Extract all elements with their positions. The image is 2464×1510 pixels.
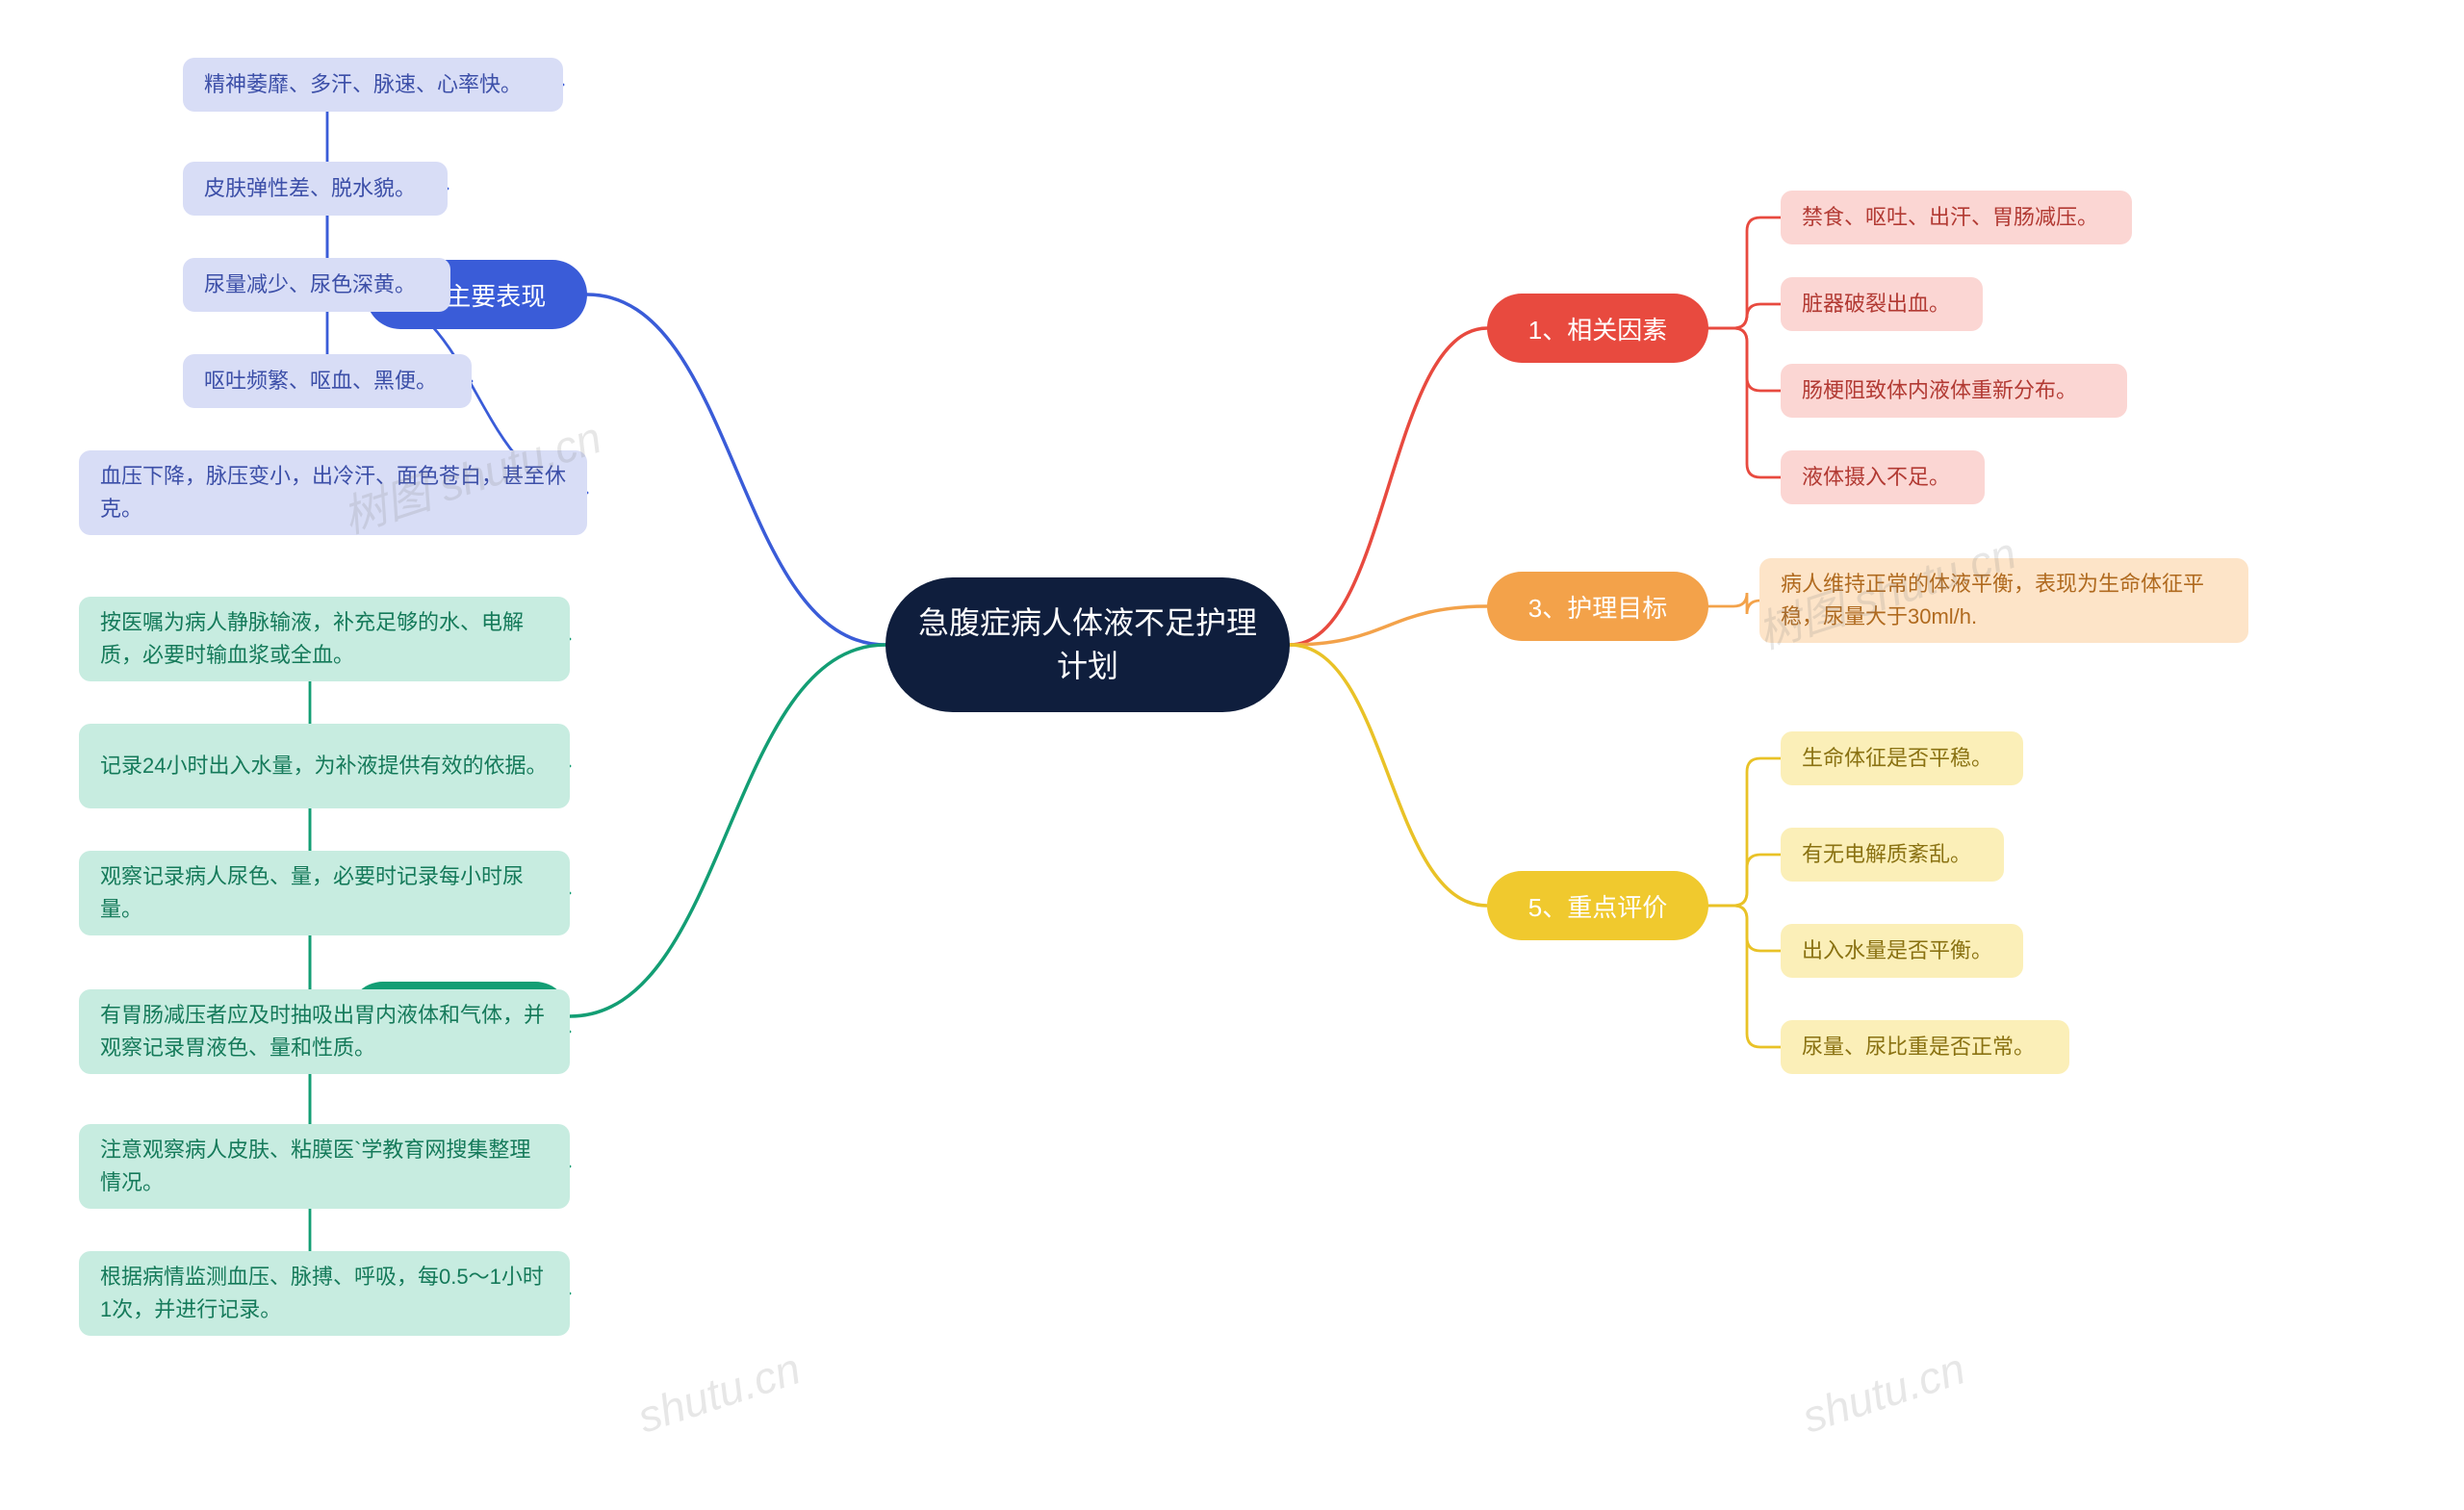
leaf-node[interactable]: 尿量、尿比重是否正常。	[1781, 1020, 2069, 1074]
leaf-node[interactable]: 生命体征是否平稳。	[1781, 731, 2023, 785]
leaf-node[interactable]: 呕吐频繁、呕血、黑便。	[183, 354, 472, 408]
leaf-node[interactable]: 禁食、呕吐、出汗、胃肠减压。	[1781, 191, 2132, 244]
center-node[interactable]: 急腹症病人体液不足护理计划	[886, 577, 1290, 712]
leaf-node[interactable]: 尿量减少、尿色深黄。	[183, 258, 450, 312]
leaf-node[interactable]: 记录24小时出入水量，为补液提供有效的依据。	[79, 724, 570, 808]
leaf-node[interactable]: 有胃肠减压者应及时抽吸出胃内液体和气体，并观察记录胃液色、量和性质。	[79, 989, 570, 1074]
branch-node[interactable]: 5、重点评价	[1487, 871, 1708, 940]
leaf-node[interactable]: 病人维持正常的体液平衡，表现为生命体征平稳，尿量大于30ml/h.	[1759, 558, 2248, 643]
leaf-node[interactable]: 根据病情监测血压、脉搏、呼吸，每0.5～1小时1次，并进行记录。	[79, 1251, 570, 1336]
leaf-node[interactable]: 精神萎靡、多汗、脉速、心率快。	[183, 58, 563, 112]
leaf-node[interactable]: 出入水量是否平衡。	[1781, 924, 2023, 978]
leaf-node[interactable]: 血压下降，脉压变小，出冷汗、面色苍白，甚至休克。	[79, 450, 587, 535]
watermark: shutu.cn	[631, 1342, 807, 1443]
leaf-node[interactable]: 按医嘱为病人静脉输液，补充足够的水、电解质，必要时输血浆或全血。	[79, 597, 570, 681]
watermark: shutu.cn	[1796, 1342, 1971, 1443]
leaf-node[interactable]: 观察记录病人尿色、量，必要时记录每小时尿量。	[79, 851, 570, 935]
leaf-node[interactable]: 注意观察病人皮肤、粘膜医`学教育网搜集整理情况。	[79, 1124, 570, 1209]
leaf-node[interactable]: 有无电解质紊乱。	[1781, 828, 2004, 882]
branch-node[interactable]: 1、相关因素	[1487, 294, 1708, 363]
leaf-node[interactable]: 液体摄入不足。	[1781, 450, 1985, 504]
branch-node[interactable]: 3、护理目标	[1487, 572, 1708, 641]
leaf-node[interactable]: 皮肤弹性差、脱水貌。	[183, 162, 448, 216]
leaf-node[interactable]: 脏器破裂出血。	[1781, 277, 1983, 331]
leaf-node[interactable]: 肠梗阻致体内液体重新分布。	[1781, 364, 2127, 418]
